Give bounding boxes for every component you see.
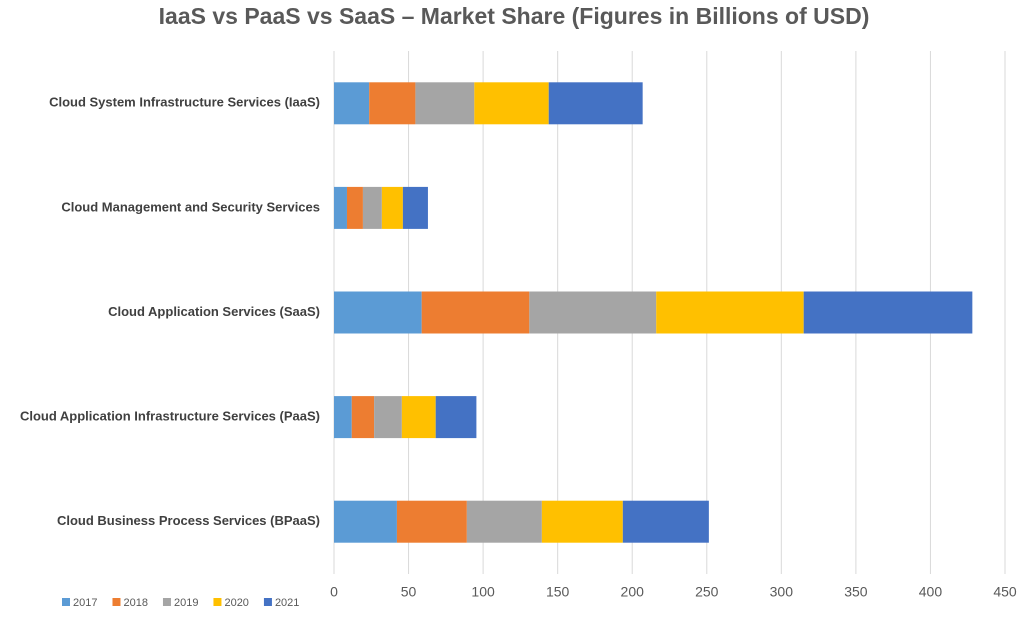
x-tick-label: 0	[330, 584, 338, 600]
y-tick-label: Cloud Management and Security Services	[61, 199, 320, 214]
bar-segment	[346, 186, 363, 229]
legend-swatch	[162, 598, 171, 606]
y-tick-label: Cloud Business Process Services (BPaaS)	[57, 513, 320, 528]
bar-segment	[548, 82, 643, 125]
bar-segment	[334, 396, 352, 439]
x-tick-label: 200	[621, 584, 645, 600]
legend-label: 2017	[73, 597, 97, 609]
x-tick-label: 150	[546, 584, 570, 600]
legend-label: 2018	[123, 597, 147, 609]
bar-segment	[396, 500, 467, 543]
legend-swatch	[263, 598, 272, 606]
bar-segment	[401, 396, 436, 439]
bar-segment	[415, 82, 475, 125]
legend-swatch	[213, 598, 222, 606]
bar-segment	[541, 500, 623, 543]
bar-segment	[474, 82, 549, 125]
bar-segment	[369, 82, 416, 125]
legend-swatch	[62, 598, 70, 606]
bar-segment	[334, 186, 347, 229]
y-tick-label: Cloud Application Services (SaaS)	[108, 304, 320, 319]
x-tick-label: 300	[770, 584, 794, 600]
bar-segment	[381, 186, 403, 229]
x-tick-label: 350	[844, 584, 868, 600]
bar-segment	[421, 291, 530, 334]
bar-segment	[374, 396, 402, 439]
bar-segment	[334, 82, 370, 125]
bar-segment	[656, 291, 804, 334]
y-tick-label: Cloud System Infrastructure Services (Ia…	[49, 95, 320, 110]
x-tick-label: 250	[695, 584, 719, 600]
x-tick-label: 50	[401, 584, 417, 600]
bar-segment	[351, 396, 375, 439]
x-tick-label: 100	[471, 584, 495, 600]
bar-segment	[334, 500, 397, 543]
legend-swatch	[112, 598, 121, 606]
bar-segment	[466, 500, 542, 543]
legend-label: 2019	[174, 597, 198, 609]
bar-segment	[334, 291, 422, 334]
legend-label: 2021	[275, 597, 299, 609]
x-tick-label: 450	[993, 584, 1017, 600]
legend-label: 2020	[224, 597, 248, 609]
bar-segment	[529, 291, 657, 334]
x-tick-label: 400	[919, 584, 943, 600]
y-tick-label: Cloud Application Infrastructure Service…	[20, 409, 320, 424]
bar-segment	[362, 186, 382, 229]
bar-segment	[435, 396, 477, 439]
bar-segment	[803, 291, 973, 334]
bar-segment	[402, 186, 428, 229]
chart-title: IaaS vs PaaS vs SaaS – Market Share (Fig…	[159, 3, 870, 29]
bar-segment	[622, 500, 709, 543]
